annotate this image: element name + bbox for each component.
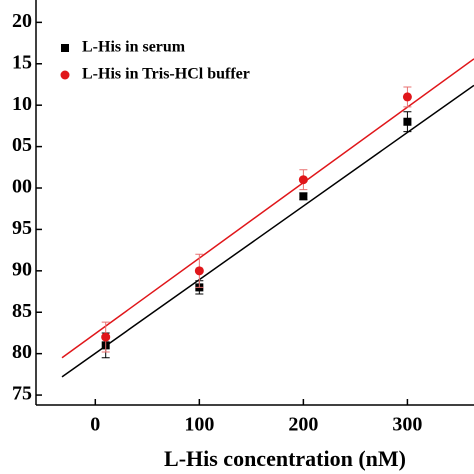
- point: [298, 175, 308, 185]
- x-tick-label: 300: [392, 414, 422, 436]
- fit-line: [61, 84, 474, 378]
- legend-label: L-His in serum: [82, 39, 186, 56]
- y-tick-label: 05: [12, 134, 32, 156]
- y-tick-label: 75: [12, 383, 32, 405]
- x-tick-label: 100: [184, 414, 214, 436]
- point: [299, 192, 308, 201]
- legend-marker: [61, 44, 69, 52]
- x-tick-label: 200: [288, 414, 318, 436]
- x-tick-label: 0: [90, 414, 100, 436]
- y-tick-label: 85: [12, 300, 32, 322]
- y-tick-label: 10: [12, 93, 32, 115]
- point: [194, 266, 204, 276]
- y-tick-label: 00: [12, 176, 32, 198]
- point: [403, 117, 412, 126]
- legend-marker: [60, 70, 70, 80]
- y-tick-label: 20: [12, 10, 32, 32]
- point: [101, 332, 111, 342]
- y-tick-label: 90: [12, 258, 32, 280]
- x-axis-label: L-His concentration (nM): [164, 446, 406, 471]
- fit-line: [61, 58, 474, 359]
- legend-label: L-His in Tris-HCl buffer: [82, 66, 250, 83]
- point: [402, 92, 412, 102]
- y-tick-label: 95: [12, 217, 32, 239]
- y-tick-label: 80: [12, 341, 32, 363]
- y-tick-label: 15: [12, 51, 32, 73]
